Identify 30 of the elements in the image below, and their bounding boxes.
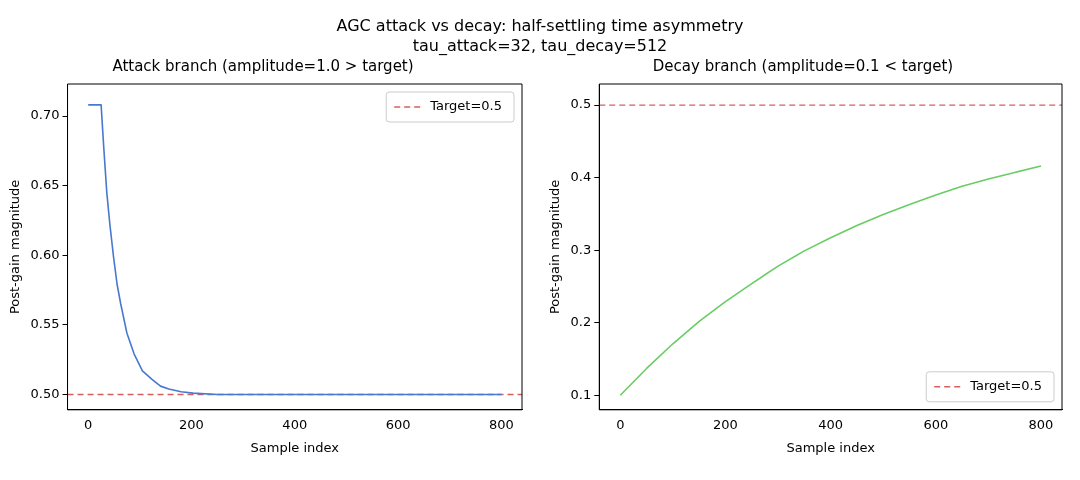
y-axis-title: Post-gain magnitude	[547, 179, 563, 315]
x-tick-label: 200	[179, 416, 204, 432]
x-axis-title: Sample index	[250, 439, 340, 455]
x-tick-label: 800	[1028, 416, 1054, 432]
x-tick-label: 800	[488, 416, 514, 432]
chart-title: Attack branch (amplitude=1.0 > target)	[112, 56, 414, 75]
y-tick-label: 0.70	[30, 107, 60, 123]
legend-label: Target=0.5	[969, 378, 1043, 394]
y-tick-label: 0.60	[30, 246, 60, 262]
text: AGC attack vs decay: half-settling time asymmetry	[335, 16, 745, 36]
x-tick-label: 600	[385, 416, 411, 432]
chart-title: Decay branch (amplitude=0.1 < target)	[652, 56, 954, 75]
x-tick-label: 400	[282, 416, 308, 432]
y-tick-label: 0.55	[30, 316, 60, 332]
x-axis-title: Sample index	[786, 439, 876, 455]
y-tick-label: 0.1	[570, 386, 592, 402]
y-tick-label: 0.3	[570, 241, 592, 257]
x-tick-label: 400	[818, 416, 844, 432]
y-tick-label: 0.4	[570, 168, 592, 184]
x-tick-label: 200	[713, 416, 738, 432]
y-tick-label: 0.65	[30, 177, 60, 193]
y-axis-title: Post-gain magnitude	[7, 179, 23, 315]
legend-label: Target=0.5	[429, 98, 503, 114]
text: tau_attack=32, tau_decay=512	[411, 36, 669, 56]
y-tick-label: 0.50	[30, 385, 60, 401]
x-tick-label: 0	[616, 416, 625, 432]
y-tick-label: 0.2	[570, 314, 592, 330]
x-tick-label: 600	[923, 416, 949, 432]
y-tick-label: 0.5	[570, 96, 592, 112]
x-tick-label: 0	[84, 416, 93, 432]
